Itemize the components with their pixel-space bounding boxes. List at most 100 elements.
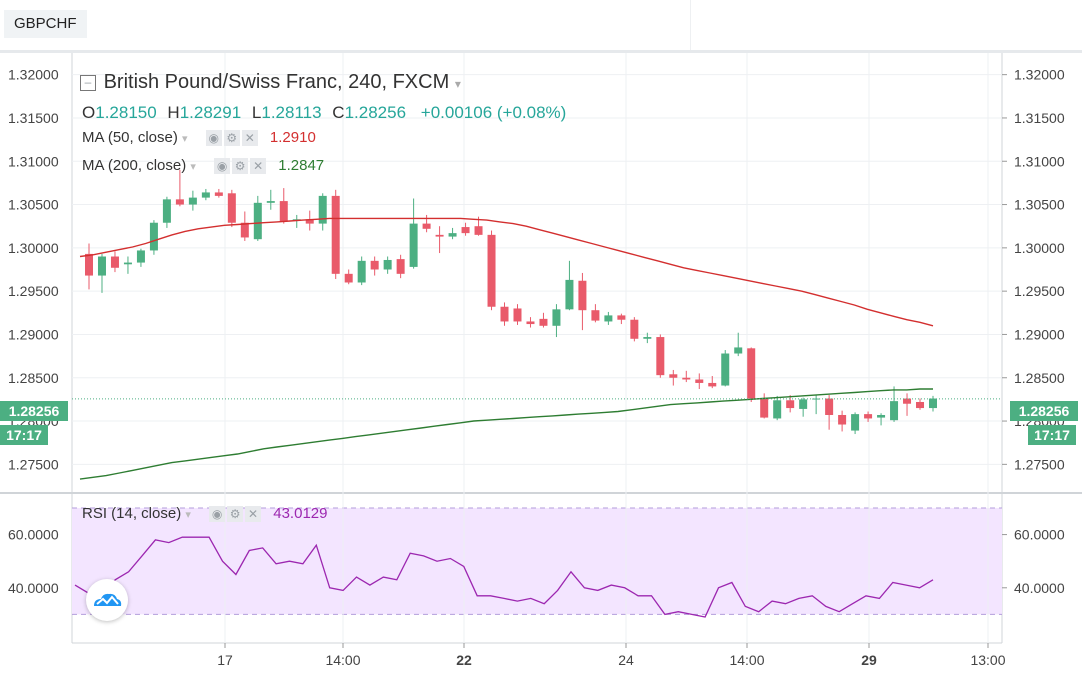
candle-down bbox=[539, 318, 548, 326]
candle-down bbox=[461, 227, 470, 234]
candle-up bbox=[890, 401, 899, 421]
price-tag-right: 1.28256 bbox=[1010, 401, 1078, 421]
rsi-axis-label-left: 40.0000 bbox=[8, 580, 59, 596]
candle-down bbox=[838, 414, 847, 425]
price-axis-label-left: 1.31500 bbox=[8, 110, 59, 126]
candle-up bbox=[123, 262, 132, 265]
candle-down bbox=[669, 374, 678, 378]
candle-up bbox=[604, 315, 613, 322]
cloud-icon bbox=[94, 593, 122, 606]
price-tag-left: 1.28256 bbox=[0, 401, 68, 421]
candle-up bbox=[851, 414, 860, 431]
rsi-axis-label-left: 60.0000 bbox=[8, 527, 59, 543]
price-axis-label-left: 1.29500 bbox=[8, 283, 59, 299]
ohlc-readout: O1.28150 H1.28291 L1.28113 C1.28256 +0.0… bbox=[82, 103, 566, 123]
candle-up bbox=[773, 400, 782, 419]
candle-down bbox=[110, 256, 119, 268]
candle-down bbox=[435, 234, 444, 237]
price-axis-label-right: 1.30500 bbox=[1014, 197, 1065, 213]
candle-up bbox=[201, 192, 210, 198]
candle-down bbox=[903, 398, 912, 404]
eye-icon[interactable]: ◉ bbox=[209, 506, 226, 523]
price-axis-label-left: 1.30000 bbox=[8, 240, 59, 256]
collapse-icon[interactable]: – bbox=[80, 74, 96, 91]
rsi-value: 43.0129 bbox=[273, 505, 328, 522]
price-axis-label-left: 1.28500 bbox=[8, 370, 59, 386]
rsi-axis-label-right: 40.0000 bbox=[1014, 580, 1065, 596]
price-axis-label-right: 1.31500 bbox=[1014, 110, 1065, 126]
ma50-legend: MA (50, close) ▾ ◉ ⚙ ✕ 1.2910 bbox=[82, 129, 316, 147]
candle-down bbox=[708, 382, 717, 387]
rsi-label: RSI (14, close) bbox=[82, 505, 182, 522]
chevron-down-icon[interactable]: ▾ bbox=[185, 509, 191, 521]
logo-badge[interactable] bbox=[86, 579, 128, 621]
candle-up bbox=[383, 259, 392, 270]
rsi-line bbox=[74, 536, 934, 618]
candle-up bbox=[266, 201, 275, 203]
chevron-down-icon[interactable]: ▾ bbox=[182, 133, 188, 145]
low-label: L bbox=[251, 103, 262, 122]
chevron-down-icon[interactable]: ▾ bbox=[190, 161, 196, 173]
candle-up bbox=[929, 398, 937, 409]
gear-icon[interactable]: ⚙ bbox=[223, 130, 240, 147]
close-icon[interactable]: ✕ bbox=[241, 130, 258, 147]
ma50-value: 1.2910 bbox=[269, 129, 316, 146]
gear-icon[interactable]: ⚙ bbox=[227, 506, 244, 523]
candle-down bbox=[695, 379, 704, 383]
candle-up bbox=[149, 222, 158, 251]
candle-down bbox=[227, 193, 236, 223]
candle-up bbox=[552, 309, 561, 326]
ma200-line bbox=[79, 388, 933, 480]
candle-up bbox=[565, 279, 574, 310]
candle-up bbox=[188, 197, 197, 205]
ma200-value: 1.2847 bbox=[278, 157, 325, 174]
candle-up bbox=[448, 233, 457, 237]
time-axis-label: 22 bbox=[456, 652, 472, 668]
ma200-legend: MA (200, close) ▾ ◉ ⚙ ✕ 1.2847 bbox=[82, 157, 325, 175]
candle-up bbox=[136, 250, 145, 263]
ma50-label: MA (50, close) bbox=[82, 129, 178, 146]
price-axis-label-left: 1.30500 bbox=[8, 197, 59, 213]
candle-down bbox=[617, 315, 626, 320]
high-label: H bbox=[167, 103, 180, 122]
time-axis-label: 29 bbox=[861, 652, 877, 668]
candle-up bbox=[643, 337, 652, 339]
candle-up bbox=[357, 260, 366, 283]
candle-down bbox=[682, 377, 691, 380]
price-axis-label-left: 1.29000 bbox=[8, 326, 59, 342]
candle-down bbox=[396, 259, 405, 274]
top-toolbar: GBPCHF bbox=[0, 0, 1082, 53]
price-axis-label-right: 1.31000 bbox=[1014, 153, 1065, 169]
candle-down bbox=[825, 398, 834, 415]
time-axis-label: 14:00 bbox=[729, 652, 764, 668]
close-icon[interactable]: ✕ bbox=[250, 158, 267, 175]
time-tag-right: 17:17 bbox=[1028, 425, 1076, 445]
candle-up bbox=[799, 399, 808, 409]
price-axis-label-left: 1.32000 bbox=[8, 67, 59, 83]
candle-down bbox=[526, 321, 535, 325]
candle-down bbox=[916, 401, 925, 409]
candle-down bbox=[175, 199, 184, 205]
price-axis-label-left: 1.31000 bbox=[8, 153, 59, 169]
change-value: +0.00106 (+0.08%) bbox=[420, 103, 567, 122]
toolbar-divider bbox=[690, 0, 691, 50]
close-icon[interactable]: ✕ bbox=[245, 506, 262, 523]
chart-title: British Pound/Swiss Franc, 240, FXCM bbox=[103, 71, 450, 93]
eye-icon[interactable]: ◉ bbox=[214, 158, 231, 175]
price-chart[interactable]: 17 14:00 22 24 14:00 29 13:00 1.32000 1.32000 1.3… bbox=[0, 53, 1082, 680]
candle-down bbox=[344, 273, 353, 283]
symbol-search-box[interactable]: GBPCHF bbox=[4, 10, 87, 38]
candle-down bbox=[500, 306, 509, 322]
gear-icon[interactable]: ⚙ bbox=[232, 158, 249, 175]
candle-down bbox=[85, 253, 93, 276]
rsi-band bbox=[72, 507, 1002, 615]
candle-down bbox=[214, 192, 223, 196]
high-value: 1.28291 bbox=[179, 103, 242, 122]
chevron-down-icon[interactable]: ▾ bbox=[454, 77, 461, 91]
price-axis-label-right: 1.28500 bbox=[1014, 370, 1065, 386]
price-axis-label-right: 1.29500 bbox=[1014, 283, 1065, 299]
candle-down bbox=[487, 234, 496, 307]
eye-icon[interactable]: ◉ bbox=[205, 130, 222, 147]
chart-frame: 17 14:00 22 24 14:00 29 13:00 1.32000 1.32000 1.3… bbox=[0, 53, 1082, 680]
rsi-axis-label-right: 60.0000 bbox=[1014, 527, 1065, 543]
